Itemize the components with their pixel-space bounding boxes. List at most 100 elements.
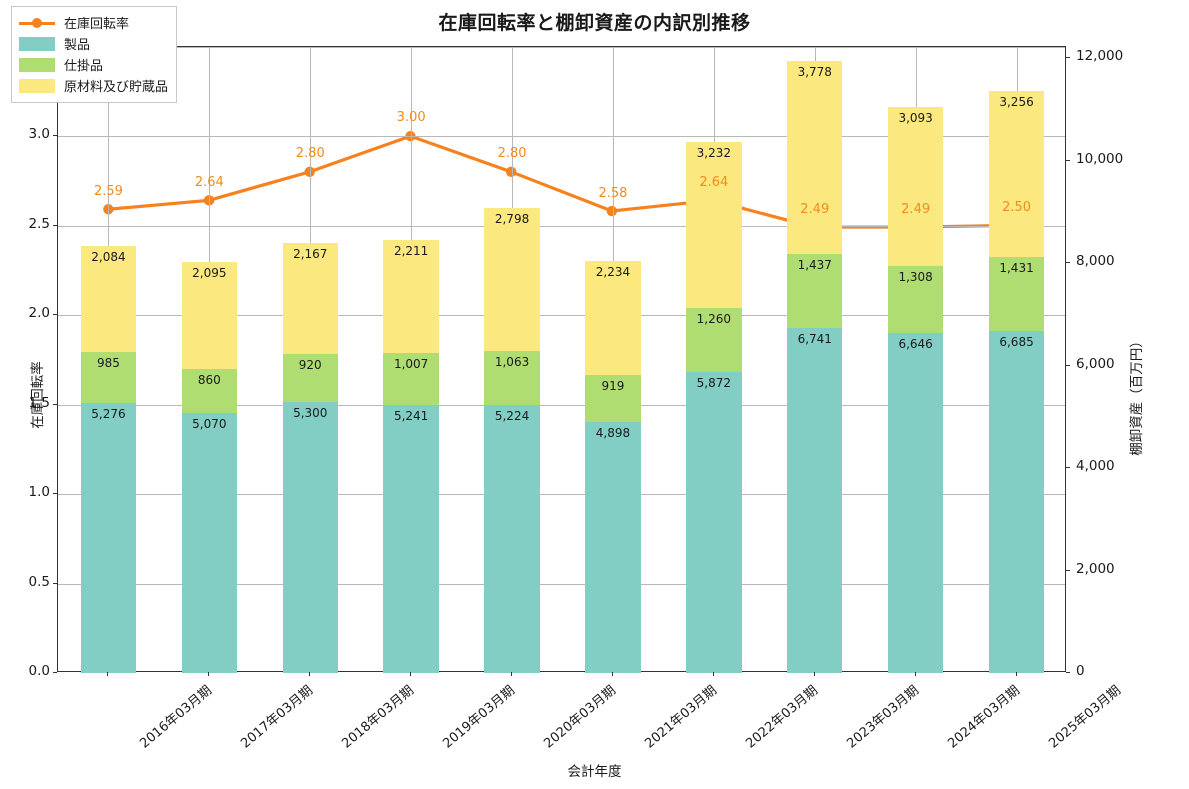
bar-segment[interactable]: 2,798 <box>484 207 540 351</box>
bar-segment[interactable]: 920 <box>282 354 338 402</box>
bar-segment[interactable]: 5,872 <box>686 372 742 673</box>
legend-line-icon <box>19 16 55 30</box>
x-axis-category-label: 2017年03月期 <box>238 683 317 752</box>
bar-segment-value-label: 2,798 <box>494 211 530 226</box>
y-axis-right-tick-label: 10,000 <box>1076 150 1124 167</box>
legend-label: 在庫回転率 <box>64 17 130 32</box>
x-axis-tick-mark <box>511 672 513 676</box>
bar-segment-value-label: 5,276 <box>91 406 126 421</box>
y-axis-left-tick-mark <box>53 493 57 495</box>
y-axis-left-tick-label: 0.0 <box>28 663 50 679</box>
ratio-point-value-label: 2.64 <box>194 174 224 190</box>
legend-swatch-icon <box>19 78 55 93</box>
bar-segment[interactable]: 4,898 <box>585 422 641 673</box>
x-axis-category-label: 2020年03月期 <box>541 683 619 752</box>
ratio-line-point[interactable] <box>304 166 315 177</box>
y-axis-left-tick-mark <box>53 314 57 316</box>
y-axis-left-tick-mark <box>53 135 57 137</box>
ratio-point-value-label: 2.50 <box>1002 199 1032 215</box>
bar-segment[interactable]: 1,308 <box>887 265 944 333</box>
bar-segment[interactable]: 5,224 <box>484 405 540 673</box>
bar-segment[interactable]: 6,741 <box>787 327 843 673</box>
legend-item-work-in-process[interactable]: 仕掛品 <box>19 54 168 75</box>
y-axis-right-tick-mark <box>1066 57 1070 59</box>
bar-segment[interactable]: 2,234 <box>585 260 641 376</box>
bar-segment-value-label: 4,898 <box>595 426 631 441</box>
bar-segment-value-label: 985 <box>96 356 120 371</box>
x-axis-category-label: 2022年03月期 <box>743 683 821 752</box>
y-axis-left-tick-label: 3.0 <box>28 126 50 143</box>
bar-segment[interactable]: 1,260 <box>686 307 742 373</box>
legend-item-finished-goods[interactable]: 製品 <box>19 33 168 54</box>
ratio-point-value-label: 2.59 <box>93 183 123 199</box>
legend-item-inventory-turnover[interactable]: 在庫回転率 <box>19 12 168 33</box>
bar-segment-value-label: 5,300 <box>293 405 328 420</box>
bar-segment-value-label: 3,232 <box>696 146 732 161</box>
bar-segment-value-label: 920 <box>298 358 322 373</box>
ratio-line-point[interactable] <box>606 205 618 217</box>
bar-segment[interactable]: 5,300 <box>282 401 338 673</box>
x-axis-tick-mark <box>107 672 109 676</box>
chart-title: 在庫回転率と棚卸資産の内訳別推移 <box>438 12 751 34</box>
bar-segment[interactable]: 2,095 <box>181 261 238 370</box>
y-axis-right-title: 棚卸資産（百万円） <box>1128 333 1145 456</box>
bar-segment[interactable]: 1,063 <box>484 350 540 406</box>
ratio-line-point[interactable] <box>405 130 416 142</box>
bar-segment[interactable]: 919 <box>585 375 641 423</box>
bar-segment-value-label: 5,872 <box>696 376 732 391</box>
bar-segment[interactable]: 1,007 <box>383 352 439 405</box>
bar-segment-value-label: 6,741 <box>797 331 832 346</box>
bar-segment[interactable]: 2,084 <box>80 245 137 353</box>
bar-segment-value-label: 5,241 <box>393 408 429 423</box>
bar-segment[interactable]: 1,431 <box>988 257 1045 331</box>
ratio-point-value-label: 2.80 <box>295 146 325 162</box>
bar-segment[interactable]: 985 <box>80 352 137 403</box>
x-axis-category-label: 2016年03月期 <box>137 683 216 752</box>
bar-segment-value-label: 1,063 <box>494 354 530 369</box>
gridline-horizontal <box>58 404 1065 406</box>
x-axis-tick-mark <box>410 672 412 676</box>
bar-segment[interactable]: 3,232 <box>686 142 742 308</box>
y-axis-left-tick-label: 2.0 <box>28 305 50 322</box>
y-axis-right-tick-mark <box>1066 569 1070 571</box>
ratio-point-value-label: 2.64 <box>699 174 729 190</box>
gridline-horizontal <box>58 136 1065 138</box>
bar-segment[interactable]: 6,646 <box>887 332 944 673</box>
bar-segment[interactable]: 3,778 <box>787 60 843 255</box>
y-axis-left-tick-mark <box>53 582 57 584</box>
legend-item-raw-materials[interactable]: 原材料及び貯蔵品 <box>19 75 168 96</box>
bar-segment-value-label: 2,095 <box>192 265 227 280</box>
bar-segment[interactable]: 5,070 <box>181 413 238 673</box>
bar-segment-value-label: 5,070 <box>192 417 227 432</box>
x-axis-category-label: 2025年03月期 <box>1045 683 1124 752</box>
ratio-line-point[interactable] <box>203 195 215 206</box>
bar-segment[interactable]: 1,437 <box>787 254 843 328</box>
x-axis-tick-mark <box>712 672 714 676</box>
ratio-line-point[interactable] <box>103 204 114 215</box>
y-axis-left-tick-label: 1.5 <box>28 394 50 411</box>
chart-legend: 在庫回転率 製品 仕掛品 原材料及び貯蔵品 <box>11 6 178 103</box>
bar-segment[interactable]: 5,241 <box>383 404 439 673</box>
bar-segment-value-label: 2,211 <box>393 243 429 258</box>
x-axis-tick-mark <box>208 672 210 676</box>
bar-segment[interactable]: 2,167 <box>282 243 338 355</box>
ratio-point-value-label: 2.49 <box>901 201 931 217</box>
bar-segment-value-label: 3,778 <box>797 64 832 79</box>
y-axis-right-tick-mark <box>1066 159 1070 161</box>
bar-segment-value-label: 3,256 <box>999 94 1034 109</box>
bar-segment[interactable]: 860 <box>181 369 238 414</box>
bar-segment[interactable]: 2,211 <box>383 239 439 353</box>
bar-segment[interactable]: 6,685 <box>988 330 1045 673</box>
ratio-line-point[interactable] <box>505 166 517 177</box>
y-axis-right-tick-label: 12,000 <box>1076 48 1124 65</box>
ratio-point-value-label: 2.80 <box>497 146 527 162</box>
bar-segment[interactable]: 5,276 <box>80 402 137 673</box>
y-axis-left-tick-mark <box>53 403 57 405</box>
bar-segment[interactable]: 3,093 <box>887 107 944 266</box>
ratio-point-value-label: 2.58 <box>598 185 628 201</box>
y-axis-left-tick-mark <box>53 224 57 226</box>
gridline-horizontal <box>58 225 1065 227</box>
legend-swatch-icon <box>19 57 55 72</box>
bar-segment[interactable]: 3,256 <box>988 90 1045 258</box>
